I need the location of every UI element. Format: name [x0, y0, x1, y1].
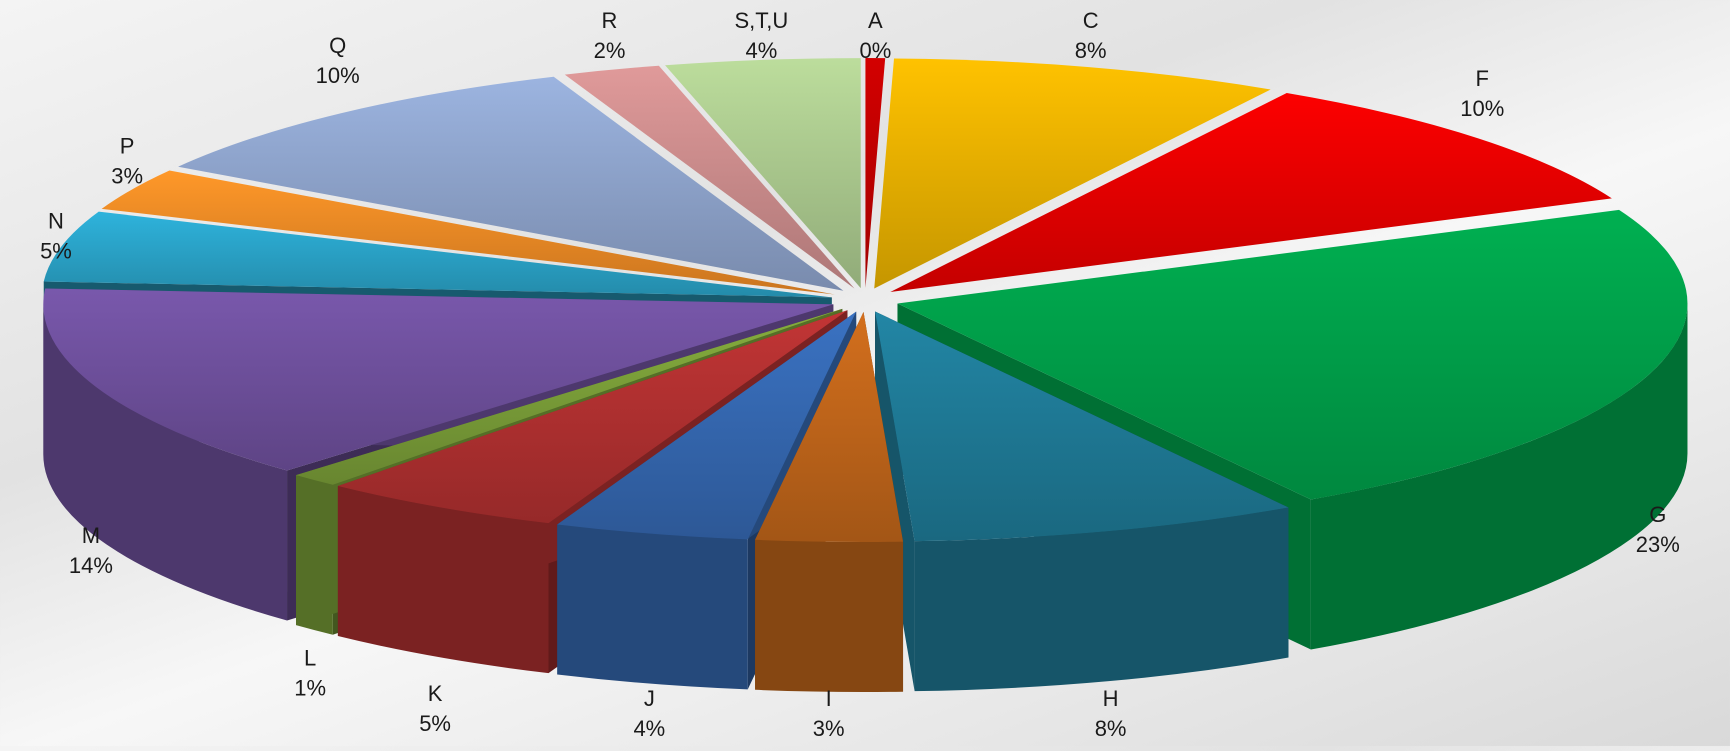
slice-percent-j: 4%: [633, 716, 665, 741]
slice-percent-a: 0%: [859, 38, 891, 63]
slices-group: [43, 58, 1688, 692]
slice-i: [755, 311, 904, 692]
slice-outer-wall: [557, 524, 748, 690]
slice-p: [101, 170, 835, 295]
slice-top-face: [874, 58, 1271, 289]
slice-f: [890, 93, 1612, 292]
slice-c: [874, 58, 1271, 289]
slice-top-face: [890, 93, 1612, 292]
slice-percent-l: 1%: [294, 675, 326, 700]
slice-outer-wall: [296, 475, 333, 635]
slice-outer-wall: [755, 539, 904, 692]
slice-stu: [665, 58, 861, 289]
slice-top-face: [665, 58, 861, 289]
slice-percent-c: 8%: [1075, 38, 1107, 63]
slice-top-face: [875, 311, 1289, 542]
slice-top-face: [296, 308, 843, 485]
slice-label-r: R: [602, 8, 618, 33]
slice-percent-m: 14%: [69, 553, 113, 578]
slice-label-g: G: [1649, 502, 1666, 527]
slice-label-q: Q: [329, 33, 346, 58]
slice-outer-wall: [337, 486, 549, 674]
slice-r: [564, 65, 855, 289]
slice-label-n: N: [48, 209, 64, 234]
slice-percent-n: 5%: [40, 239, 72, 264]
slice-outer-wall: [914, 507, 1289, 692]
slice-outer-wall: [43, 304, 288, 621]
slice-label-c: C: [1083, 8, 1099, 33]
slice-h: [875, 311, 1289, 692]
slice-percent-p: 3%: [111, 163, 143, 188]
slice-top-face: [337, 310, 848, 524]
slice-top-face: [43, 211, 832, 298]
slice-a: [865, 58, 886, 289]
slice-percent-g: 23%: [1636, 532, 1680, 557]
slice-percent-stu: 4%: [745, 38, 777, 63]
slice-label-a: A: [868, 8, 883, 33]
slice-top-face: [178, 76, 844, 291]
slice-label-m: M: [82, 523, 100, 548]
slice-percent-r: 2%: [594, 38, 626, 63]
slice-top-face: [43, 288, 834, 471]
labels-group: A 0% C 8% F 10% G 23% H 8% I 3% J 4% K 5% L 1% M 14% N 5% P 3% Q…: [40, 8, 1680, 741]
slice-label-h: H: [1103, 686, 1119, 711]
slice-label-i: I: [826, 686, 832, 711]
slice-percent-h: 8%: [1095, 716, 1127, 741]
slice-top-face: [564, 65, 855, 289]
slice-label-stu: S,T,U: [734, 8, 788, 33]
slice-percent-q: 10%: [316, 63, 360, 88]
slice-label-f: F: [1476, 66, 1489, 91]
slice-label-j: J: [644, 686, 655, 711]
slice-top-face: [101, 170, 835, 295]
slice-q: [178, 76, 844, 291]
slice-top-face: [865, 58, 886, 289]
slice-top-face: [755, 311, 904, 542]
slice-label-l: L: [304, 645, 316, 670]
slice-top-face: [897, 209, 1688, 500]
slice-percent-k: 5%: [419, 711, 451, 736]
slice-label-p: P: [120, 133, 135, 158]
slice-percent-f: 10%: [1460, 96, 1504, 121]
slice-percent-i: 3%: [813, 716, 845, 741]
slice-label-k: K: [428, 681, 443, 706]
slice-outer-wall: [1310, 303, 1688, 650]
slice-top-face: [557, 311, 857, 540]
